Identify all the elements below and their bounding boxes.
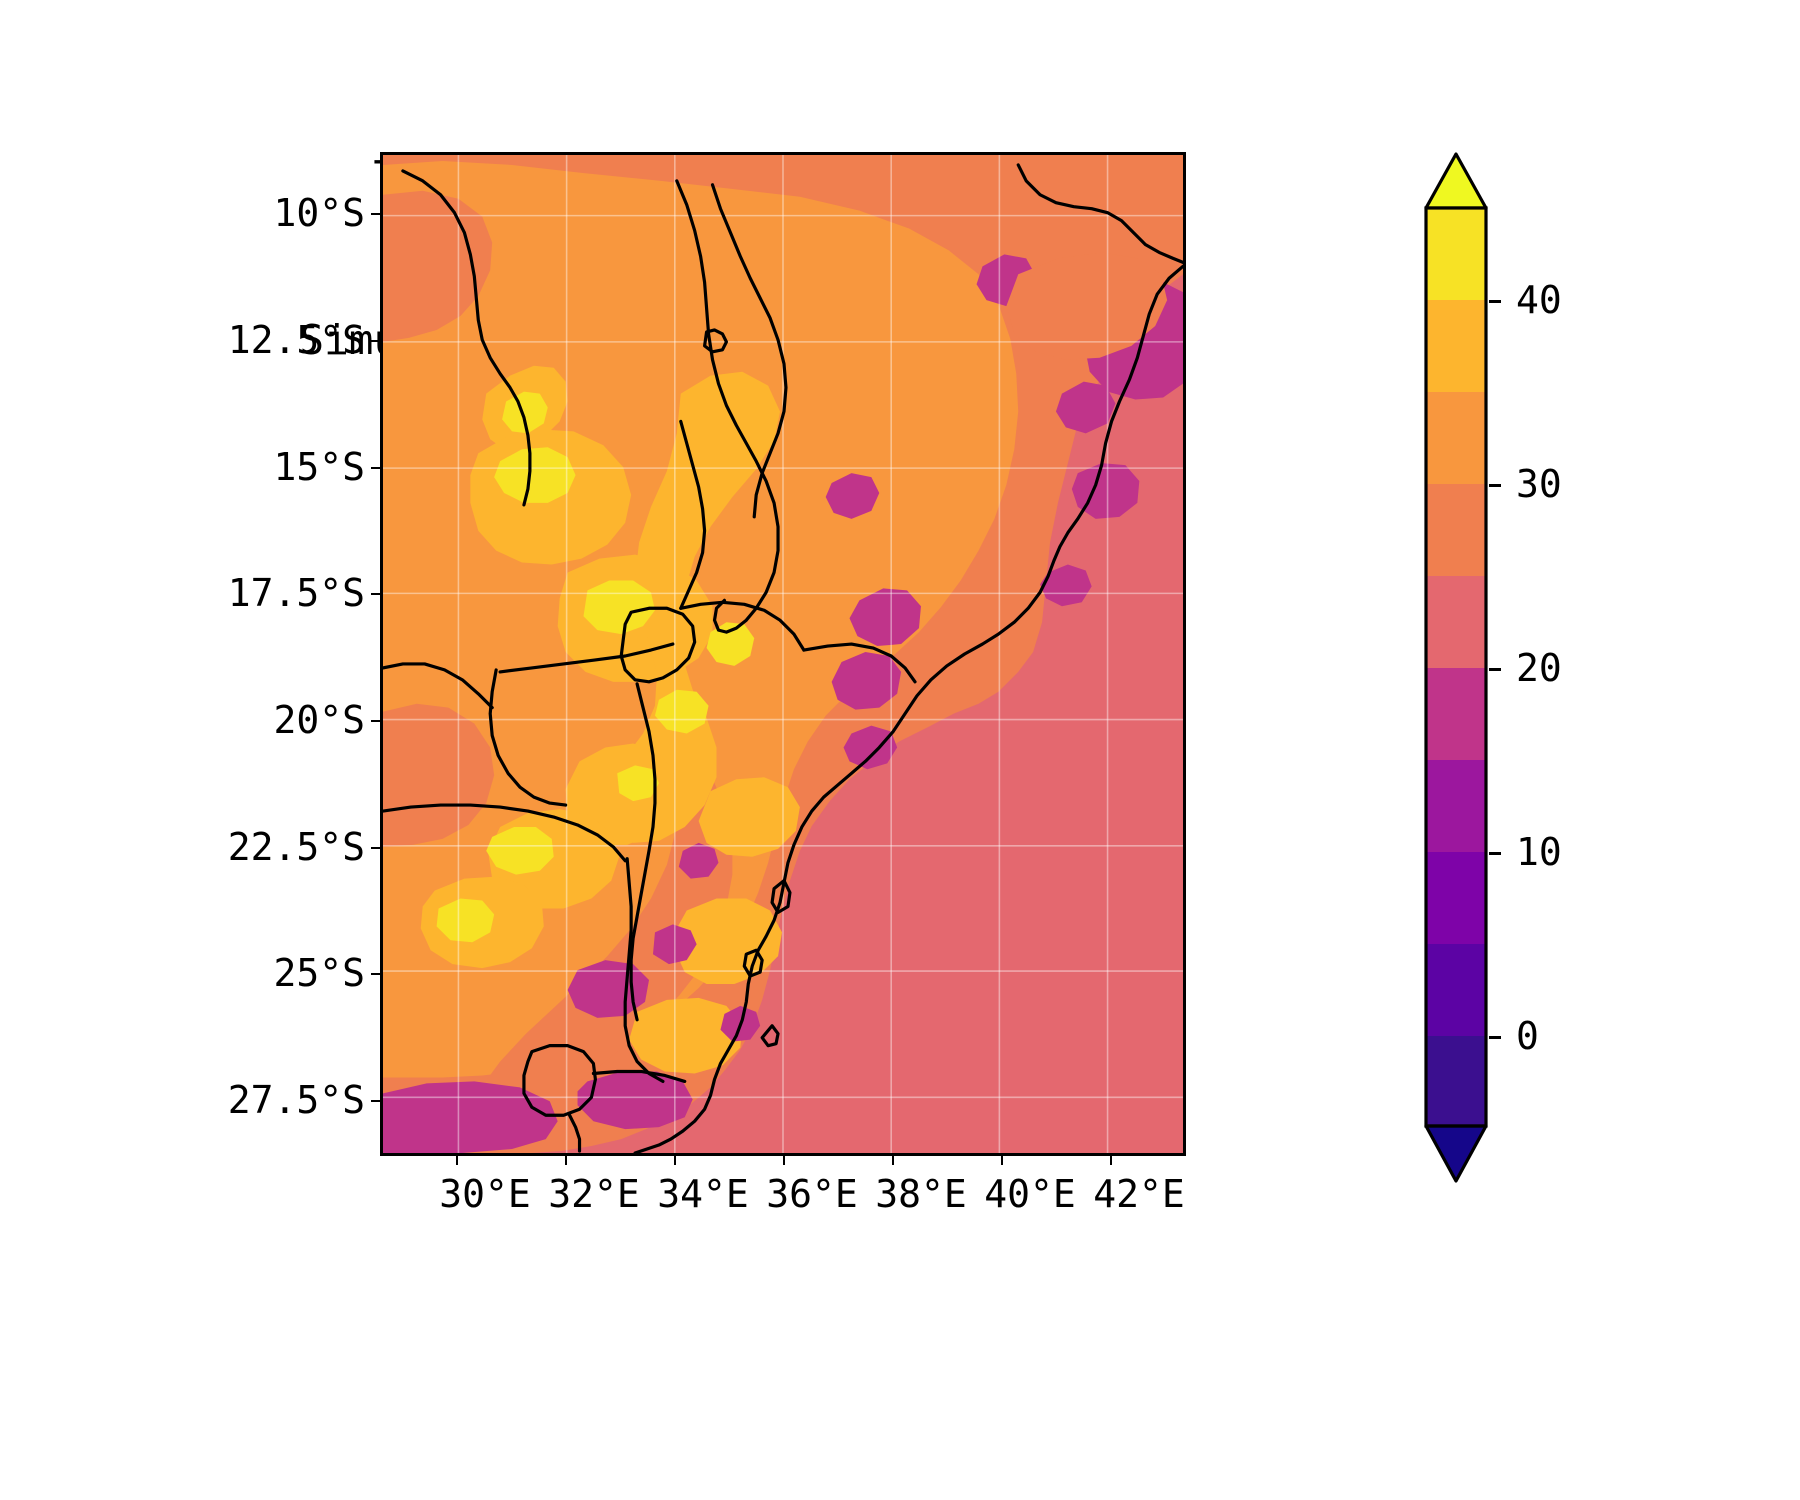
colorbar-tick-label-10: 10	[1516, 830, 1562, 874]
x-tick-mark	[892, 1156, 894, 1165]
y-tick-mark	[371, 213, 380, 215]
x-tick-mark	[1110, 1156, 1112, 1165]
y-tick-mark	[371, 847, 380, 849]
colorbar-tick-label-40: 40	[1516, 278, 1562, 322]
y-tick-label-3: 17.5°S	[227, 571, 365, 615]
y-tick-label-1: 12.5°S	[227, 318, 365, 362]
colorbar-tick-mark	[1489, 484, 1501, 487]
y-tick-mark	[371, 1100, 380, 1102]
colorbar	[1424, 150, 1488, 1185]
x-tick-label-5: 40°E	[984, 1172, 1076, 1216]
map-plot-area	[380, 152, 1186, 1156]
colorbar-tick-label-20: 20	[1516, 646, 1562, 690]
y-tick-label-4: 20°S	[273, 698, 365, 742]
x-tick-mark	[674, 1156, 676, 1165]
y-tick-mark	[371, 720, 380, 722]
colorbar-tick-label-0: 0	[1516, 1014, 1539, 1058]
y-tick-label-6: 25°S	[273, 951, 365, 995]
y-tick-mark	[371, 467, 380, 469]
colorbar-tick-mark	[1489, 852, 1501, 855]
colorbar-tick-mark	[1489, 300, 1501, 303]
colorbar-tick-label-30: 30	[1516, 462, 1562, 506]
colorbar-tick-mark	[1489, 668, 1501, 671]
x-tick-mark	[1001, 1156, 1003, 1165]
colorbar-tick-mark	[1489, 1036, 1501, 1039]
y-tick-label-5: 22.5°S	[227, 825, 365, 869]
temperature-contour-field	[383, 155, 1183, 1153]
x-tick-label-4: 38°E	[875, 1172, 967, 1216]
y-tick-label-7: 27.5°S	[227, 1078, 365, 1122]
y-tick-mark	[371, 973, 380, 975]
x-tick-label-6: 42°E	[1093, 1172, 1185, 1216]
y-tick-label-0: 10°S	[273, 191, 365, 235]
y-tick-label-2: 15°S	[273, 445, 365, 489]
x-tick-label-1: 32°E	[548, 1172, 640, 1216]
x-tick-label-2: 34°E	[657, 1172, 749, 1216]
x-tick-label-3: 36°E	[766, 1172, 858, 1216]
x-tick-mark	[783, 1156, 785, 1165]
y-tick-mark	[371, 340, 380, 342]
x-tick-label-0: 30°E	[439, 1172, 531, 1216]
x-tick-mark	[456, 1156, 458, 1165]
y-tick-mark	[371, 593, 380, 595]
x-tick-mark	[565, 1156, 567, 1165]
